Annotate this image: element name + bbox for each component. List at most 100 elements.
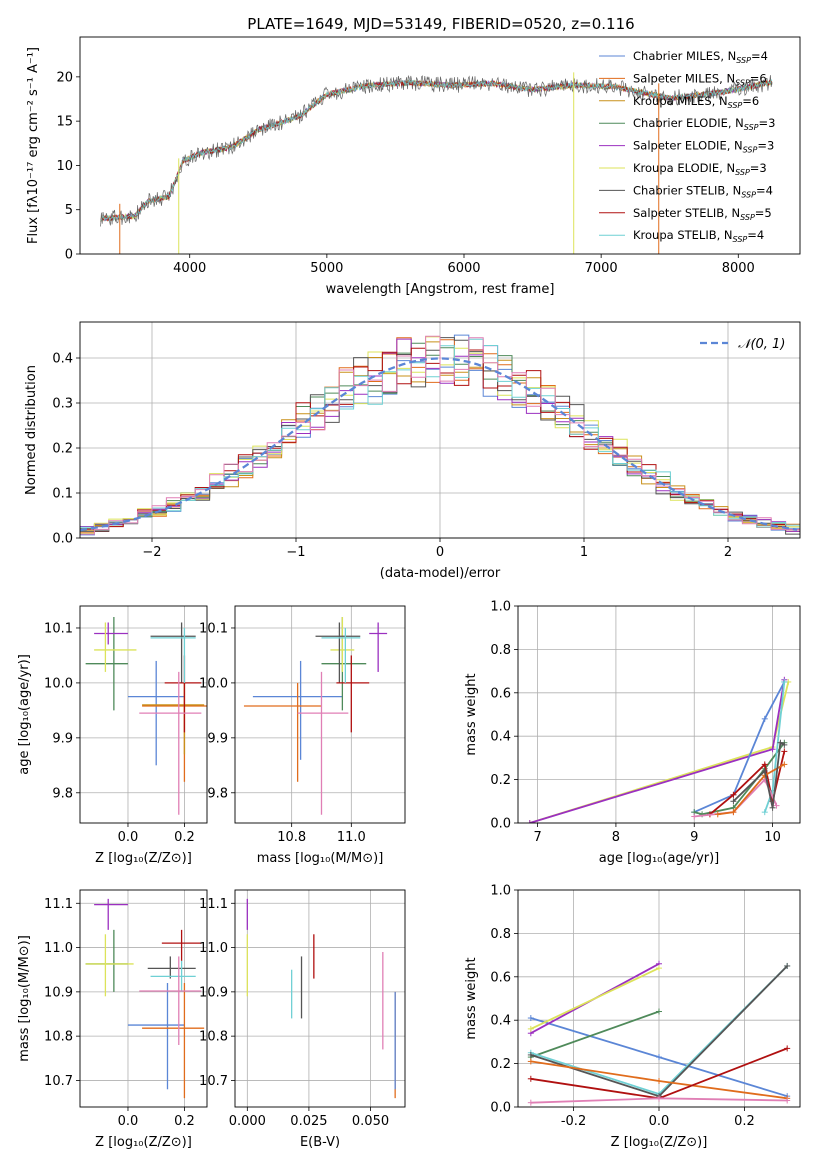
x-tick-label: 7: [533, 830, 541, 845]
y-tick-label: 5: [65, 203, 73, 218]
y-tick-label: 20: [56, 70, 73, 85]
x-tick-label: 9: [690, 830, 698, 845]
y-tick-label: 0.3: [52, 397, 73, 412]
x-tick-label: 0.2: [734, 1114, 755, 1129]
y-tick-label: 0.4: [52, 352, 73, 367]
x-axis-label: wavelength [Angstrom, rest frame]: [326, 282, 555, 297]
y-tick-label: 0.4: [490, 730, 511, 745]
legend: Chabrier MILES, NSSP=4 Salpeter MILES, NS…: [599, 49, 775, 244]
plot-area: [100, 72, 773, 254]
x-tick-label: 2: [724, 545, 732, 560]
x-tick-label: 6000: [447, 261, 480, 276]
legend-entry: Kroupa ELODIE, NSSP=3: [633, 161, 767, 177]
x-tick-label: 0.0: [118, 1114, 139, 1129]
y-tick-label: 10.9: [199, 985, 228, 1000]
y-tick-label: 0.6: [490, 970, 511, 985]
plot-area: [243, 616, 388, 815]
plot-area: [526, 676, 792, 823]
x-tick-label: 0.000: [229, 1114, 266, 1129]
x-tick-label: 10.8: [277, 830, 306, 845]
y-tick-label: 1.0: [490, 600, 511, 615]
y-axis-label: Flux [fλ10⁻¹⁷ erg cm⁻² s⁻¹ A⁻¹]: [26, 47, 41, 244]
y-axis-label: mass weight: [464, 957, 479, 1039]
x-tick-label: 0.0: [649, 1114, 670, 1129]
axes-frame: [79, 605, 208, 824]
y-tick-label: 10.9: [44, 985, 73, 1000]
panel-age_vs_Z: 0.0 0.2 9.8 9.9 10.0 10.1 Z [log₁₀(Z/Z⊙)] age […: [17, 605, 208, 866]
y-tick-label: 0.8: [490, 643, 511, 658]
legend-entry: Salpeter MILES, NSSP=6: [633, 71, 767, 87]
y-tick-label: 0.6: [490, 686, 511, 701]
spectrum-line: [100, 78, 773, 222]
y-tick-label: 0: [65, 248, 73, 263]
x-tick-label: 11.0: [337, 830, 366, 845]
y-tick-label: 0.2: [490, 1057, 511, 1072]
legend-entry: Chabrier STELIB, NSSP=4: [633, 183, 773, 199]
axes-frame: [79, 321, 801, 539]
weight-line: [529, 681, 790, 823]
legend-entry: Kroupa STELIB, NSSP=4: [633, 228, 764, 244]
y-tick-label: 9.9: [207, 731, 228, 746]
weight-line: [694, 778, 778, 818]
legend-entry: Chabrier MILES, NSSP=4: [633, 49, 768, 65]
y-tick-label: 0.8: [490, 927, 511, 942]
x-tick-label: 8: [612, 830, 620, 845]
plot-area: [80, 334, 800, 536]
y-tick-label: 9.8: [207, 786, 228, 801]
y-tick-label: 0.0: [52, 532, 73, 547]
axes-frame: [517, 605, 801, 824]
y-tick-label: 10.8: [199, 1030, 228, 1045]
weight-line: [529, 679, 786, 823]
y-tick-label: 10.8: [44, 1030, 73, 1045]
y-tick-label: 11.0: [199, 941, 228, 956]
x-tick-label: 10: [764, 830, 781, 845]
histogram-step: [80, 335, 800, 535]
legend-entry: Salpeter ELODIE, NSSP=3: [633, 139, 774, 155]
x-tick-label: 7000: [585, 261, 618, 276]
y-tick-label: 15: [56, 115, 73, 130]
x-tick-label: −1: [286, 545, 305, 560]
panel-massweight_vs_Z: -0.2 0.0 0.2 0.0 0.2 0.4 0.6 0.8 1.0 Z [log₁₀(Z/Z…: [464, 884, 801, 1150]
panel-massweight_vs_age: 7 8 9 10 0.0 0.2 0.4 0.6 0.8 1.0 age [log₁₀(age/yr…: [464, 600, 801, 866]
y-tick-label: 10.1: [199, 621, 228, 636]
panel-mass_vs_Z: 0.0 0.2 10.7 10.8 10.9 11.0 11.1 Z [log₁₀(Z/Z⊙)…: [17, 889, 208, 1150]
legend-entry: 𝒩(0, 1): [738, 337, 785, 352]
axes-frame: [234, 889, 406, 1108]
weight-line: [693, 681, 786, 813]
y-axis-label: Normed distribution: [24, 365, 39, 495]
x-tick-label: 4000: [173, 261, 206, 276]
gaussian-curve: [80, 357, 798, 532]
y-tick-label: 9.8: [52, 786, 73, 801]
y-tick-label: 0.4: [490, 1014, 511, 1029]
spectrum-line: [100, 74, 773, 227]
y-tick-label: 0.2: [52, 442, 73, 457]
x-axis-label: Z [log₁₀(Z/Z⊙)]: [95, 851, 192, 866]
y-tick-label: 11.1: [199, 897, 228, 912]
y-tick-label: 0.0: [490, 817, 511, 832]
x-tick-label: 8000: [722, 261, 755, 276]
x-axis-label: Z [log₁₀(Z/Z⊙)]: [95, 1135, 192, 1150]
x-tick-label: 5000: [310, 261, 343, 276]
axes-frame: [79, 36, 801, 255]
x-tick-label: 0.050: [352, 1114, 389, 1129]
panel-mass_vs_ebv: 0.000 0.025 0.050 10.7 10.8 10.9 11.0 11.1 E(B-V…: [199, 889, 406, 1150]
y-tick-label: 9.9: [52, 731, 73, 746]
x-tick-label: 0.2: [174, 830, 195, 845]
y-tick-label: 0.1: [52, 487, 73, 502]
y-tick-label: 10.1: [44, 621, 73, 636]
axes-frame: [517, 889, 801, 1108]
legend-entry: Kroupa MILES, NSSP=6: [633, 94, 759, 110]
y-axis-label: mass [log₁₀(M/M⊙)]: [17, 935, 32, 1062]
x-tick-label: 0.2: [174, 1114, 195, 1129]
plot-area: [85, 898, 205, 1099]
x-tick-label: 1: [580, 545, 588, 560]
x-axis-label: E(B-V): [300, 1135, 340, 1150]
figure-title: PLATE=1649, MJD=53149, FIBERID=0520, z=0…: [247, 15, 634, 33]
y-tick-label: 0.2: [490, 773, 511, 788]
weight-line: [530, 967, 660, 1030]
weight-line: [717, 763, 785, 816]
y-tick-label: 11.1: [44, 897, 73, 912]
x-tick-label: 0.025: [290, 1114, 327, 1129]
x-tick-label: 0: [436, 545, 444, 560]
